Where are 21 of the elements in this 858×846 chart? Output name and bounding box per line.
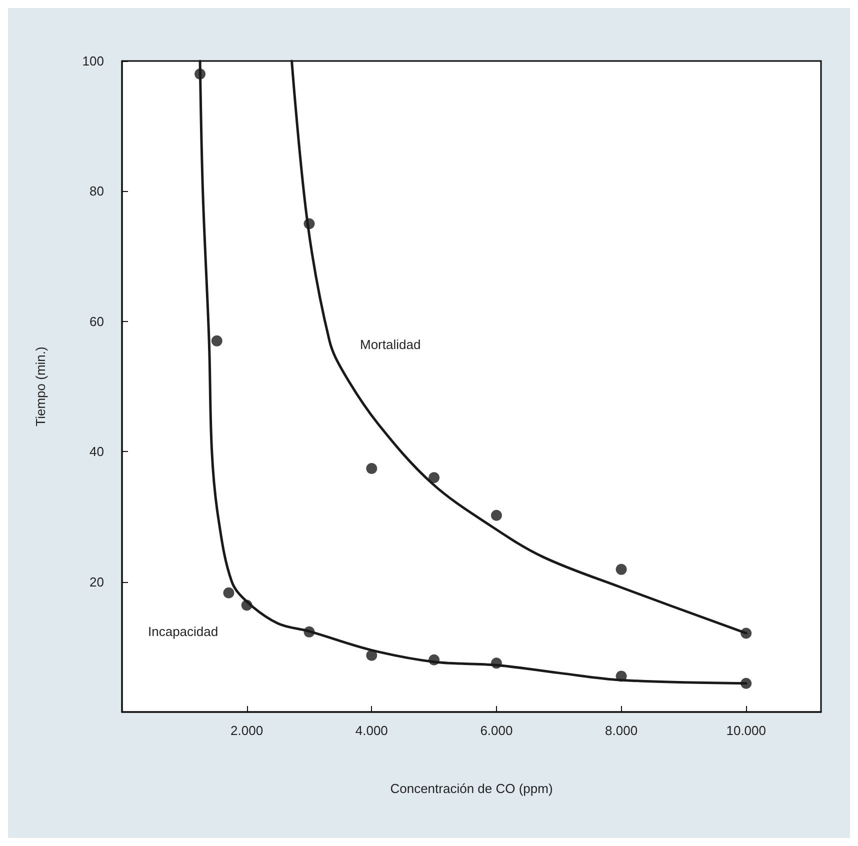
x-tick-label: 8.000 <box>605 723 638 738</box>
y-tick-label: 20 <box>90 574 104 590</box>
point <box>223 587 234 598</box>
y-tick-label: 60 <box>90 314 104 329</box>
x-tick-label: 2.000 <box>230 723 264 738</box>
y-axis-title: Tiempo (min.) <box>33 346 48 426</box>
point <box>211 335 222 346</box>
y-tick-label: 40 <box>90 444 104 460</box>
y-tick-label: 100 <box>82 54 104 68</box>
x-axis-title: Concentración de CO (ppm) <box>390 781 553 796</box>
x-tick-label: 6.000 <box>480 723 513 738</box>
annotation: Mortalidad <box>360 337 421 352</box>
point <box>428 472 440 484</box>
point <box>366 463 378 474</box>
point <box>490 510 502 521</box>
point <box>616 564 627 575</box>
x-tick-label: 10.000 <box>726 723 766 738</box>
x-tick-label: 4.000 <box>355 723 388 738</box>
annotation: Incapacidad <box>148 624 218 639</box>
point <box>366 650 378 661</box>
y-tick-label: 80 <box>90 184 104 199</box>
